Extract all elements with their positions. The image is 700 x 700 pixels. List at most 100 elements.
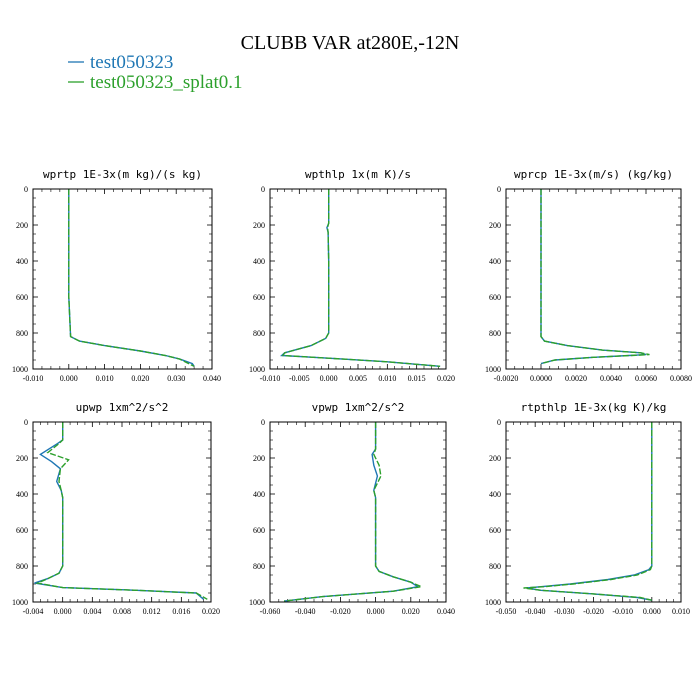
series-line-1: [540, 189, 647, 365]
series-line-1: [284, 422, 420, 602]
x-tick-label: 0.010: [378, 374, 396, 383]
x-tick-label: -0.050: [496, 607, 517, 616]
x-tick-label: 0.015: [408, 374, 426, 383]
y-tick-label: 200: [253, 221, 265, 230]
x-tick-label: 0.020: [402, 607, 420, 616]
y-tick-label: 800: [489, 562, 501, 571]
x-tick-label: -0.020: [330, 607, 351, 616]
series-line-2: [523, 422, 653, 601]
x-tick-label: 0.000: [54, 607, 72, 616]
x-tick-label: -0.005: [289, 374, 310, 383]
panel-title: wpthlp 1x(m K)/s: [305, 168, 411, 181]
y-tick-label: 400: [16, 257, 28, 266]
y-tick-label: 600: [489, 526, 501, 535]
x-tick-label: 0.004: [83, 607, 101, 616]
panel-title: upwp 1xm^2/s^2: [76, 401, 169, 414]
x-tick-label: -0.040: [295, 607, 316, 616]
x-tick-label: 0.010: [672, 607, 690, 616]
y-tick-label: 1000: [12, 365, 28, 374]
x-tick-label: -0.010: [612, 607, 633, 616]
y-tick-label: 200: [16, 454, 28, 463]
series-line-1: [526, 422, 653, 601]
plot-frame: [32, 421, 212, 603]
x-tick-label: -0.020: [583, 607, 604, 616]
x-tick-label: 0.000: [60, 374, 78, 383]
x-tick-label: -0.060: [260, 607, 281, 616]
y-tick-label: 0: [261, 185, 265, 194]
y-tick-label: 400: [253, 257, 265, 266]
x-tick-label: 0.0060: [635, 374, 657, 383]
legend-label: test050323_splat0.1: [90, 72, 243, 93]
x-tick-label: 0.008: [113, 607, 131, 616]
x-tick-label: 0.000: [643, 607, 661, 616]
series-line-2: [281, 189, 441, 367]
y-tick-label: 800: [16, 329, 28, 338]
x-tick-label: -0.040: [525, 607, 546, 616]
y-tick-label: 600: [489, 293, 501, 302]
plot-frame: [269, 421, 447, 603]
y-tick-label: 0: [261, 418, 265, 427]
y-tick-label: 200: [489, 221, 501, 230]
x-tick-label: 0.020: [202, 607, 220, 616]
x-tick-label: 0.005: [349, 374, 367, 383]
y-tick-label: 200: [489, 454, 501, 463]
panel-title: rtpthlp 1E-3x(kg K)/kg: [521, 401, 667, 414]
y-tick-label: 600: [16, 526, 28, 535]
x-tick-label: -0.004: [23, 607, 44, 616]
legend-entry: test050323: [68, 52, 173, 73]
y-tick-label: 400: [489, 490, 501, 499]
x-tick-label: 0.020: [131, 374, 149, 383]
x-tick-label: 0.0040: [600, 374, 622, 383]
y-tick-label: 1000: [12, 598, 28, 607]
y-tick-label: 0: [24, 418, 28, 427]
y-tick-label: 600: [253, 526, 265, 535]
x-tick-label: 0.000: [320, 374, 338, 383]
x-tick-label: -0.0020: [494, 374, 519, 383]
y-tick-label: 0: [24, 185, 28, 194]
panel-title: wprcp 1E-3x(m/s) (kg/kg): [514, 168, 673, 181]
series-line-2: [284, 422, 424, 602]
x-tick-label: 0.012: [143, 607, 161, 616]
y-tick-label: 800: [489, 329, 501, 338]
x-tick-label: 0.020: [437, 374, 455, 383]
plot-frame: [269, 188, 447, 370]
x-tick-label: -0.010: [260, 374, 281, 383]
panel-title: wprtp 1E-3x(m kg)/(s kg): [43, 168, 202, 181]
plot-frame: [32, 188, 213, 370]
panels: wprtp 1E-3x(m kg)/(s kg) -0.010 0.000 0.010…: [12, 168, 692, 616]
x-tick-label: 0.000: [367, 607, 385, 616]
legend-label: test050323: [90, 52, 173, 73]
x-tick-label: 0.040: [203, 374, 221, 383]
y-tick-label: 1000: [249, 365, 265, 374]
panel-6: rtpthlp 1E-3x(kg K)/kg -0.050 -0.040 -0.030…: [485, 401, 690, 616]
y-tick-label: 200: [16, 221, 28, 230]
y-tick-label: 400: [489, 257, 501, 266]
y-tick-label: 400: [16, 490, 28, 499]
y-tick-label: 400: [253, 490, 265, 499]
y-tick-label: 200: [253, 454, 265, 463]
x-tick-label: 0.0080: [670, 374, 692, 383]
plot-frame: [505, 421, 682, 603]
y-tick-label: 800: [16, 562, 28, 571]
legend-entry: test050323_splat0.1: [68, 72, 243, 93]
x-tick-label: 0.016: [172, 607, 190, 616]
panel-4: upwp 1xm^2/s^2 -0.004 0.000 0.004 0.008 0.012…: [12, 401, 220, 616]
y-tick-label: 1000: [485, 598, 501, 607]
y-tick-label: 0: [497, 418, 501, 427]
plot-frame: [505, 188, 682, 370]
y-tick-label: 600: [253, 293, 265, 302]
series-line-2: [540, 189, 650, 365]
panel-3: wprcp 1E-3x(m/s) (kg/kg) -0.0020 0.0000 0.0…: [485, 168, 692, 383]
series-line-2: [68, 189, 195, 367]
series-line-1: [68, 189, 195, 367]
y-tick-label: 800: [253, 562, 265, 571]
y-tick-label: 1000: [249, 598, 265, 607]
x-tick-label: 0.0020: [565, 374, 587, 383]
series-line-1: [279, 189, 441, 367]
x-tick-label: -0.010: [23, 374, 44, 383]
y-tick-label: 1000: [485, 365, 501, 374]
x-tick-label: 0.010: [96, 374, 114, 383]
x-tick-label: 0.040: [437, 607, 455, 616]
y-tick-label: 800: [253, 329, 265, 338]
